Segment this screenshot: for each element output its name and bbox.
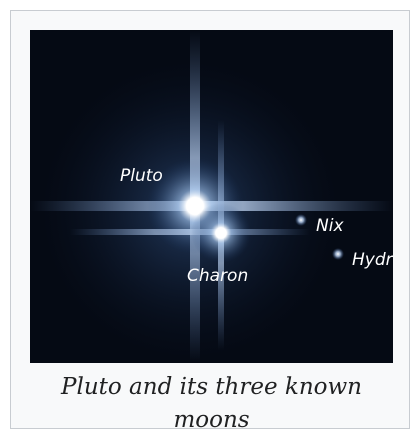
label: Hydra	[352, 250, 393, 270]
label: Nix	[316, 216, 344, 236]
caption: Pluto and its three known moons	[30, 371, 393, 437]
page: Pluto Charon Nix Hydra Pluto and its thr…	[0, 0, 420, 439]
hydra-body	[332, 248, 344, 260]
label: Charon	[187, 266, 248, 286]
pluto-image: Pluto Charon Nix Hydra	[30, 30, 393, 363]
figure-frame: Pluto Charon Nix Hydra Pluto and its thr…	[10, 10, 410, 429]
label: Pluto	[120, 166, 163, 186]
nix-body	[295, 214, 307, 226]
charon-body	[191, 203, 251, 263]
